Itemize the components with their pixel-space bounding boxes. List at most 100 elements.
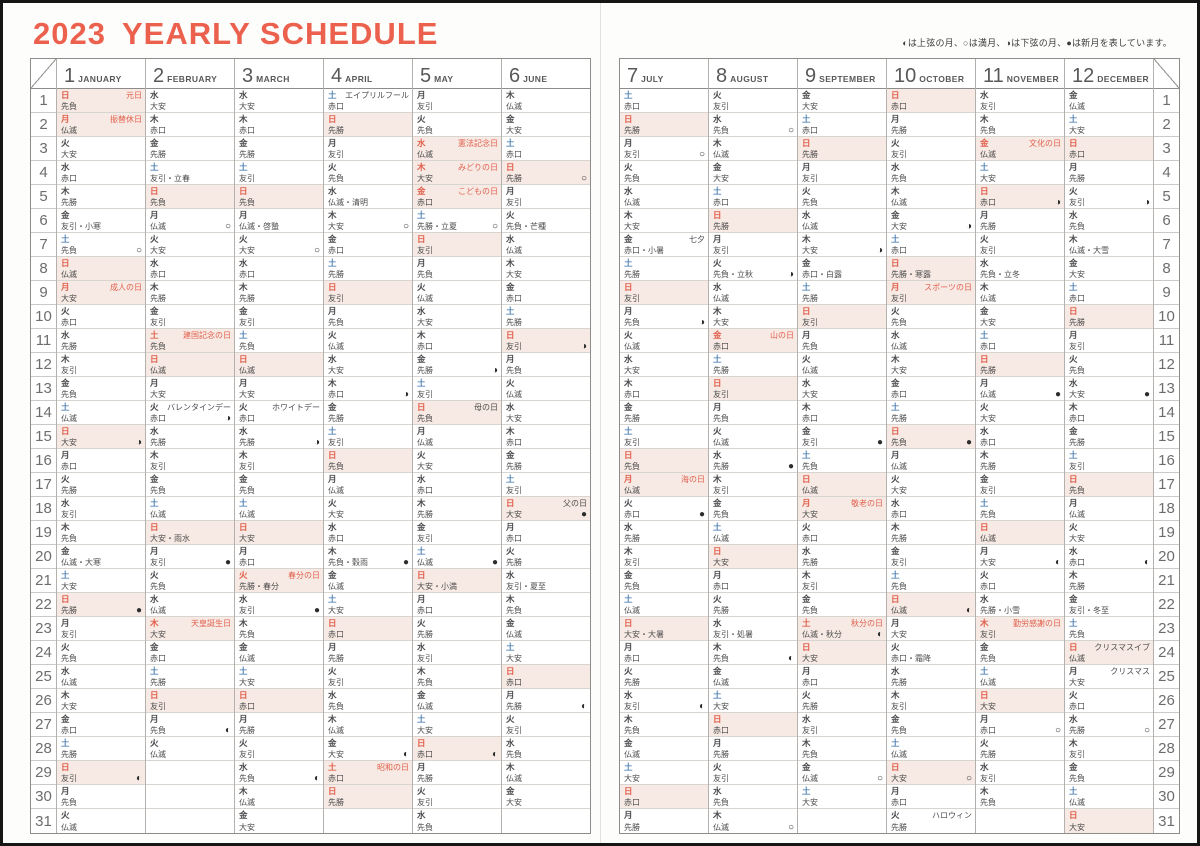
weekday-label: 金: [802, 594, 811, 604]
day-cell: 土仏滅: [620, 593, 708, 617]
day-cell-row2: 先負: [328, 462, 409, 471]
day-cell-row1: 土エイプリルフール: [328, 91, 409, 101]
rokuyo-label: 先負: [150, 726, 166, 735]
weekday-label: 月: [506, 522, 515, 532]
first-quarter-moon-icon: ◐: [313, 773, 320, 784]
day-cell-row1: 日: [891, 91, 972, 100]
rokuyo-label: 先負: [980, 654, 996, 663]
rokuyo-label: 先勝: [328, 126, 344, 135]
day-cell: 火先勝: [798, 689, 886, 713]
weekday-label: 木: [61, 354, 70, 364]
full-moon-icon: ○: [1054, 725, 1061, 736]
month-name: MARCH: [256, 74, 290, 84]
rokuyo-label: 大安: [1069, 126, 1085, 135]
day-cell-row2: 大安・小満: [417, 582, 498, 591]
day-cell: 日先負: [324, 449, 412, 473]
calendar-left-page: 1 2 3 4 5 6 7 8 9 10 11 12 13 14 15 16 17 18 19 20 21 22 23 24 2…: [30, 58, 591, 834]
day-cell-row1: 水: [61, 163, 142, 172]
day-cell-row2: 友引: [624, 438, 705, 447]
day-cell: 土友引: [235, 161, 323, 185]
day-cell: 木大安: [57, 689, 145, 713]
day-cell-row1: 土: [150, 667, 231, 676]
day-cell: 土赤口: [887, 233, 975, 257]
day-cell: 日友引: [709, 377, 797, 401]
day-cell-row1: 金: [506, 619, 587, 628]
weekday-label: 日: [624, 786, 633, 796]
weekday-label: 土: [624, 426, 633, 436]
day-cell: 木仏滅: [976, 281, 1064, 305]
day-cell-row2: 先勝 ○: [1069, 726, 1150, 736]
day-cell-row2: 友引: [506, 486, 587, 495]
weekday-label: 日: [506, 666, 515, 676]
day-cell-row2: 先勝: [239, 294, 320, 303]
day-cell-row1: 月: [328, 139, 409, 148]
day-cell-row2: 先勝・寒露: [891, 270, 972, 279]
rokuyo-label: 友引・処暑: [713, 630, 753, 639]
day-cell-row2: 友引: [980, 486, 1061, 495]
rokuyo-label: 仏滅: [239, 654, 255, 663]
last-quarter-moon-icon: ◑: [1054, 197, 1061, 208]
rokuyo-label: 仏滅: [802, 486, 818, 495]
rokuyo-label: 仏滅: [417, 558, 433, 567]
day-cell: 火仏滅: [324, 329, 412, 353]
day-cell: 月大安 ◐: [976, 545, 1064, 569]
day-cell-row2: 赤口: [891, 390, 972, 399]
day-cell: 火先勝: [502, 545, 590, 569]
day-cell: 土大安: [57, 569, 145, 593]
day-cell-row1: 金: [61, 547, 142, 556]
rokuyo-label: 先負: [802, 750, 818, 759]
day-cell-row2: 大安: [61, 582, 142, 591]
day-cell-row2: 仏滅: [417, 150, 498, 159]
day-cell-row1: 土: [1069, 787, 1150, 796]
rokuyo-label: 仏滅・秋分: [802, 630, 842, 639]
day-cell-row2: 仏滅・大雪: [1069, 246, 1150, 255]
rokuyo-label: 先負: [61, 246, 77, 255]
rokuyo-label: 赤口: [417, 606, 433, 615]
day-cell-row1: 火: [980, 403, 1061, 412]
day-cell: 金先負: [709, 497, 797, 521]
rokuyo-label: 先負: [239, 198, 255, 207]
weekday-label: 金: [980, 474, 989, 484]
rokuyo-label: 先負・芒種: [506, 222, 546, 231]
day-cell-row1: 火: [624, 499, 705, 508]
day-cell-row1: 木: [1069, 739, 1150, 748]
rokuyo-label: 赤口・白露: [802, 270, 842, 279]
day-cell: 土友引: [502, 473, 590, 497]
day-cell-row1: 日: [1069, 475, 1150, 484]
day-cell-row1: 火: [328, 499, 409, 508]
day-cell-row1: 金: [239, 307, 320, 316]
rokuyo-label: 大安: [1069, 534, 1085, 543]
weekday-label: 日: [328, 786, 337, 796]
corner-diagonal: [1154, 59, 1179, 89]
weekday-label: 金: [506, 450, 515, 460]
day-cell-row1: 木天皇誕生日: [150, 619, 231, 629]
day-cell-row2: 先勝 ◑: [239, 438, 320, 448]
month-number: 11: [983, 65, 1004, 87]
day-cell: 日先勝・寒露: [887, 257, 975, 281]
rokuyo-label: 大安: [506, 126, 522, 135]
rokuyo-label: 大安: [802, 390, 818, 399]
weekday-label: 月: [624, 642, 633, 652]
day-cell: 火大安: [887, 473, 975, 497]
weekday-label: 土: [239, 330, 248, 340]
day-cell-row1: 火: [61, 307, 142, 316]
weekday-label: 月: [891, 114, 900, 124]
day-cell-row1: 水: [328, 355, 409, 364]
weekday-label: 金: [328, 234, 337, 244]
day-cell: 水先負: [709, 785, 797, 809]
weekday-label: 月: [624, 138, 633, 148]
holiday-label: 海の日: [681, 475, 705, 484]
rokuyo-label: 先勝: [328, 270, 344, 279]
day-cell-row2: 友引: [239, 174, 320, 183]
weekday-label: 火: [239, 738, 248, 748]
day-cell-row1: 月: [328, 475, 409, 484]
day-cell-row1: 木みどりの日: [417, 163, 498, 173]
weekday-label: 火: [150, 234, 159, 244]
day-number: 7: [31, 233, 56, 257]
day-cell: 月成人の日 大安: [57, 281, 145, 305]
day-cell: 水先勝: [146, 425, 234, 449]
rokuyo-label: 友引: [506, 342, 522, 351]
empty-cell: [146, 785, 234, 809]
weekday-label: 日: [417, 402, 426, 412]
day-cell: 月先負: [57, 785, 145, 809]
